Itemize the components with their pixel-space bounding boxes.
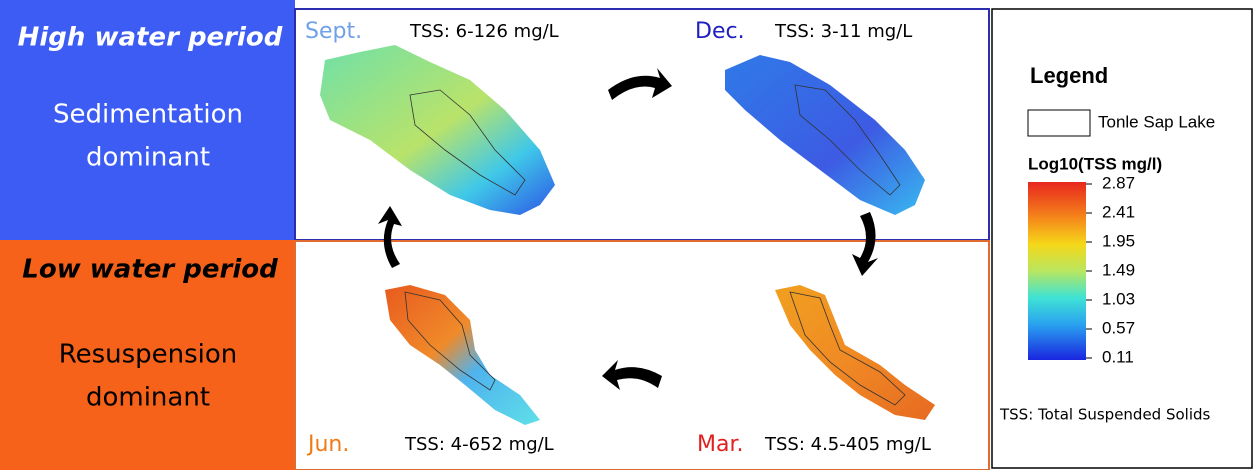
panel-text: Resuspension [59,340,238,370]
map [385,285,540,425]
arrow [602,360,662,390]
lake-swatch [1027,109,1091,137]
colorbar [1028,182,1086,360]
map-month: Dec. [695,19,745,44]
panel-text: dominant [86,143,210,173]
map [725,55,925,215]
high-panel [0,0,295,240]
panel-title: Low water period [22,255,278,285]
arrow [608,68,672,100]
colorbar-label: 1.49 [1102,260,1135,279]
colorbar-label: 2.87 [1102,173,1135,192]
lake-outline [789,291,906,406]
map [775,285,935,420]
map-tss: TSS: 4-652 mg/L [404,434,554,455]
low-panel [0,240,295,470]
map-month: Jun. [306,432,349,457]
arrow [852,212,878,276]
lake-outline [409,89,526,196]
map-tss: TSS: 6-126 mg/L [409,21,559,42]
panel-title: High water period [18,23,283,53]
map-month: Sept. [305,19,362,44]
map [320,45,555,215]
legend-frame [991,8,1253,469]
panel-text: dominant [86,383,210,413]
colorbar-label: 1.95 [1102,231,1135,250]
map-tss: TSS: 3-11 mg/L [774,21,912,42]
colorbar-label: 2.41 [1102,202,1135,221]
footnote: TSS: Total Suspended Solids [999,406,1211,424]
map-tss: TSS: 4.5-405 mg/L [764,434,931,455]
map-month: Mar. [697,432,743,457]
colorbar-label: 0.11 [1102,347,1134,366]
colorbar-label: 0.57 [1102,318,1135,337]
panel-text: Sedimentation [53,100,243,130]
legend-title: Legend [1030,63,1108,88]
lake-outline [794,84,901,196]
arrow [378,206,402,268]
lake-outline [404,291,496,391]
scale-title: Log10(TSS mg/l) [1028,154,1162,173]
legend-lake: Tonle Sap Lake [1098,112,1215,131]
colorbar-label: 1.03 [1102,289,1135,308]
